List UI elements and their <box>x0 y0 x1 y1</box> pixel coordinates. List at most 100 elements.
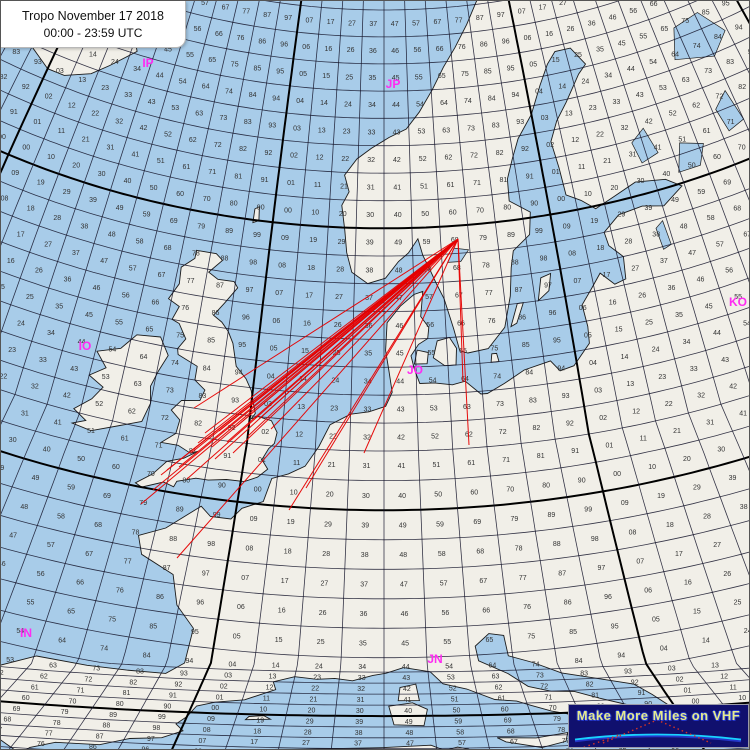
grid-square-label: 36 <box>360 611 368 618</box>
grid-square-label: 47 <box>688 250 696 257</box>
grid-square-label: 36 <box>668 285 676 292</box>
grid-square-label: 46 <box>391 48 399 55</box>
tropo-path <box>193 238 459 409</box>
grid-square-label: 35 <box>369 75 377 82</box>
grid-square-label: 37 <box>579 1 587 2</box>
grid-square-label: 26 <box>347 47 355 54</box>
landmass <box>244 715 273 721</box>
grid-square-label: 87 <box>216 283 224 290</box>
grid-square-label: 68 <box>507 728 515 735</box>
grid-square-label: 83 <box>136 668 144 675</box>
graticule-parallel <box>1 483 749 541</box>
grid-square-label: 95 <box>507 65 515 72</box>
grid-square-label: 56 <box>194 26 202 33</box>
grid-square-label: 47 <box>391 21 399 28</box>
grid-square-label: 39 <box>729 475 737 482</box>
grid-square-label: 94 <box>512 92 520 99</box>
grid-square-label: 71 <box>545 694 553 701</box>
grid-square-label: 19 <box>37 180 45 187</box>
grid-square-label: 05 <box>584 333 592 340</box>
grid-square-label: 33 <box>364 407 372 414</box>
grid-square-label: 31 <box>706 420 714 427</box>
graticule-parallel <box>1 689 749 706</box>
graticule-meridian <box>8 1 239 749</box>
graticule-parallel <box>1 271 749 340</box>
grid-square-label: 77 <box>124 558 132 565</box>
grid-square-label: 73 <box>166 387 174 394</box>
grid-square-label: 81 <box>500 177 508 184</box>
grid-square-label: 91 <box>169 693 177 700</box>
graticule-field-parallel <box>1 150 749 230</box>
grid-square-label: 67 <box>1 727 2 734</box>
grid-square-label: 09 <box>281 235 289 242</box>
grid-square-label: 18 <box>597 245 605 252</box>
grid-square-label: 34 <box>683 339 691 346</box>
grid-square-label: 02 <box>220 683 228 690</box>
grid-square-label: 22 <box>91 111 99 118</box>
grid-square-label: 65 <box>486 637 494 644</box>
graticule-parallel <box>1 735 749 749</box>
grid-square-label: 47 <box>9 532 17 539</box>
grid-square-label: 60 <box>176 191 184 198</box>
watermark-logo[interactable]: Make More Miles on VHF <box>568 704 749 748</box>
grid-square-label: 83 <box>199 393 207 400</box>
grid-square-label: 98 <box>207 541 215 548</box>
grid-square-label: 94 <box>186 658 194 665</box>
field-label-JN: JN <box>427 652 442 666</box>
grid-square-label: 32 <box>367 157 375 164</box>
grid-square-label: 10 <box>648 464 656 471</box>
grid-square-label: 19 <box>256 718 264 725</box>
grid-square-label: 83 <box>12 49 20 56</box>
grid-square-label: 29 <box>693 485 701 492</box>
grid-square-label: 49 <box>116 205 124 212</box>
grid-square-label: 48 <box>680 224 688 231</box>
grid-square-label: 52 <box>95 401 103 408</box>
grid-square-label: 60 <box>470 490 478 497</box>
landmass <box>497 731 569 748</box>
grid-square-label: 55 <box>186 52 194 59</box>
grid-square-label: 45 <box>618 40 626 47</box>
grid-square-label: 76 <box>37 741 45 748</box>
grid-square-label: 03 <box>668 666 676 673</box>
graticule-parallel <box>1 59 749 147</box>
grid-square-label: 30 <box>362 493 370 500</box>
grid-square-label: 54 <box>16 628 24 635</box>
grid-square-label: 51 <box>433 462 441 469</box>
grid-square-label: 00 <box>254 487 262 494</box>
graticule-meridian <box>445 1 543 749</box>
grid-square-label: 21 <box>82 137 90 144</box>
graticule-meridian <box>573 1 749 576</box>
grid-square-label: 61 <box>498 696 506 703</box>
grid-square-label: 24 <box>652 347 660 354</box>
grid-square-label: 92 <box>22 84 30 91</box>
grid-square-label: 07 <box>241 575 249 582</box>
watermark-art <box>574 719 742 747</box>
grid-square-label: 87 <box>263 12 271 19</box>
grid-square-label: 53 <box>6 657 14 664</box>
grid-square-label: 43 <box>636 92 644 99</box>
grid-square-label: 26 <box>334 322 342 329</box>
grid-square-label: 45 <box>705 303 713 310</box>
grid-square-label: 38 <box>366 267 374 274</box>
grid-square-label: 01 <box>606 442 614 449</box>
grid-square-label: 60 <box>22 695 30 702</box>
graticule-meridian <box>640 1 749 283</box>
grid-square-label: 85 <box>149 623 157 630</box>
grid-square-label: 68 <box>476 549 484 556</box>
grid-square-label: 12 <box>295 432 303 439</box>
grid-square-label: 62 <box>692 102 700 109</box>
grid-square-label: 65 <box>661 26 669 33</box>
grid-square-label: 02 <box>45 94 53 101</box>
grid-square-label: 83 <box>580 671 588 678</box>
grid-square-label: 83 <box>529 397 537 404</box>
tropo-path <box>270 238 459 430</box>
grid-square-label: 23 <box>101 85 109 92</box>
grid-square-label: 89 <box>507 232 515 239</box>
grid-square-label: 62 <box>40 674 48 681</box>
grid-square-label: 61 <box>447 182 455 189</box>
grid-square-label: 40 <box>398 493 406 500</box>
grid-square-label: 00 <box>284 207 292 214</box>
grid-square-label: 91 <box>261 177 269 184</box>
grid-square-label: 79 <box>749 170 750 177</box>
grid-square-label: 38 <box>652 232 660 239</box>
